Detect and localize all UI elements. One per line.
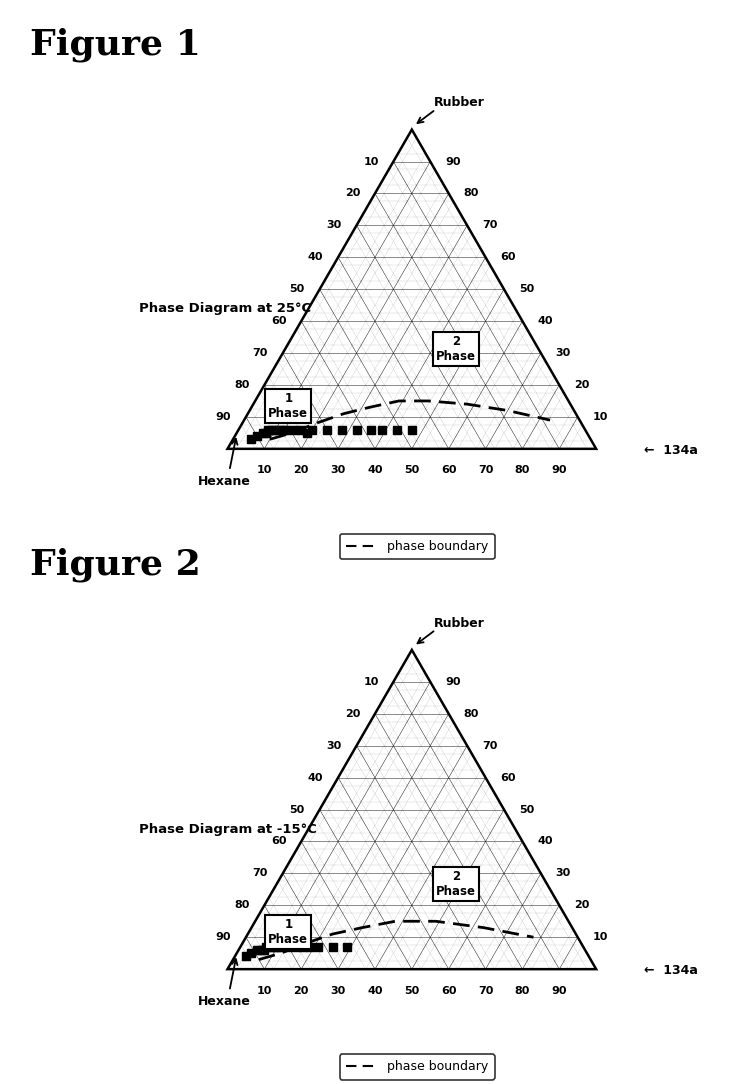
Text: 10: 10 xyxy=(256,465,272,476)
Text: 30: 30 xyxy=(330,985,346,996)
Text: 70: 70 xyxy=(478,985,493,996)
Text: 20: 20 xyxy=(293,985,309,996)
Text: 40: 40 xyxy=(537,837,553,847)
Text: 10: 10 xyxy=(593,932,608,942)
Text: 40: 40 xyxy=(308,253,323,262)
Text: 10: 10 xyxy=(256,985,272,996)
Text: 40: 40 xyxy=(308,773,323,783)
Text: 60: 60 xyxy=(271,837,287,847)
Text: 70: 70 xyxy=(253,348,268,358)
Text: 80: 80 xyxy=(235,380,250,390)
Text: 50: 50 xyxy=(290,284,305,294)
Text: 30: 30 xyxy=(326,220,342,231)
Text: 40: 40 xyxy=(537,317,553,326)
Text: 2
Phase: 2 Phase xyxy=(436,335,476,363)
Text: 50: 50 xyxy=(405,985,420,996)
Text: 70: 70 xyxy=(482,220,497,231)
Text: 90: 90 xyxy=(216,932,231,942)
Text: 50: 50 xyxy=(290,804,305,814)
Text: 50: 50 xyxy=(519,284,534,294)
Text: ←  134a: ← 134a xyxy=(644,965,698,978)
Text: 30: 30 xyxy=(556,868,571,878)
Text: 10: 10 xyxy=(363,676,379,687)
Text: 1
Phase: 1 Phase xyxy=(268,918,308,946)
Text: 90: 90 xyxy=(216,412,231,422)
Text: 30: 30 xyxy=(330,465,346,476)
Text: 20: 20 xyxy=(293,465,309,476)
Text: 70: 70 xyxy=(253,868,268,878)
Text: 80: 80 xyxy=(463,189,479,198)
Text: 70: 70 xyxy=(478,465,493,476)
Text: 80: 80 xyxy=(514,985,530,996)
Text: 50: 50 xyxy=(519,804,534,814)
Text: Rubber: Rubber xyxy=(434,96,485,109)
Text: 50: 50 xyxy=(405,465,420,476)
Text: 60: 60 xyxy=(500,253,516,262)
Text: 80: 80 xyxy=(463,709,479,719)
Text: 60: 60 xyxy=(441,985,456,996)
Text: Phase Diagram at 25°C: Phase Diagram at 25°C xyxy=(139,302,311,315)
Text: 30: 30 xyxy=(556,348,571,358)
Text: 10: 10 xyxy=(593,412,608,422)
Text: ←  134a: ← 134a xyxy=(644,444,698,457)
Text: 10: 10 xyxy=(363,156,379,167)
Text: Rubber: Rubber xyxy=(434,617,485,630)
Text: 20: 20 xyxy=(574,380,590,390)
Text: Hexane: Hexane xyxy=(197,995,250,1008)
Text: 30: 30 xyxy=(326,740,342,751)
Text: 60: 60 xyxy=(500,773,516,783)
Text: 90: 90 xyxy=(445,156,460,167)
Text: 40: 40 xyxy=(367,985,383,996)
Text: 90: 90 xyxy=(445,676,460,687)
Text: 80: 80 xyxy=(514,465,530,476)
Legend: phase boundary: phase boundary xyxy=(340,533,495,559)
Text: 90: 90 xyxy=(551,465,567,476)
Text: 1
Phase: 1 Phase xyxy=(268,392,308,421)
Text: 70: 70 xyxy=(482,740,497,751)
Text: 20: 20 xyxy=(574,901,590,911)
Text: Figure 1: Figure 1 xyxy=(30,27,201,62)
Text: Figure 2: Figure 2 xyxy=(30,547,201,582)
Text: 20: 20 xyxy=(345,189,360,198)
Text: 90: 90 xyxy=(551,985,567,996)
Text: 60: 60 xyxy=(441,465,456,476)
Text: 60: 60 xyxy=(271,317,287,326)
Text: 80: 80 xyxy=(235,901,250,911)
Legend: phase boundary: phase boundary xyxy=(340,1054,495,1080)
Text: 2
Phase: 2 Phase xyxy=(436,870,476,899)
Text: Hexane: Hexane xyxy=(197,475,250,488)
Text: 20: 20 xyxy=(345,709,360,719)
Text: Phase Diagram at -15°C: Phase Diagram at -15°C xyxy=(139,823,317,836)
Text: 40: 40 xyxy=(367,465,383,476)
